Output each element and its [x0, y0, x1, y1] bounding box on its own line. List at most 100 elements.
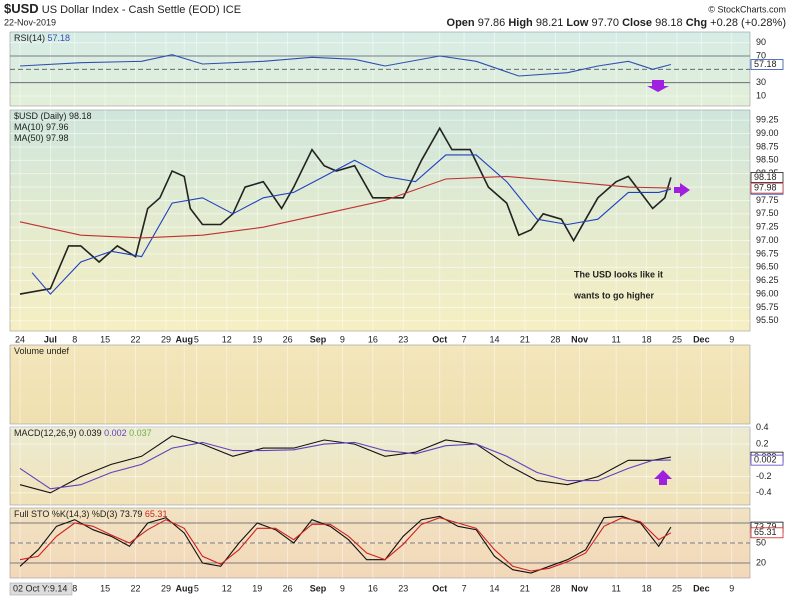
arrow — [654, 470, 672, 485]
x-tick-label: 8 — [72, 583, 77, 593]
y-tick-label: 30 — [756, 77, 766, 87]
annotation: The USD looks like it — [574, 269, 663, 279]
x-tick-label: 29 — [161, 583, 171, 593]
y-tick-label: 70 — [756, 50, 766, 60]
x-tick-label: 5 — [194, 334, 199, 344]
x-tick-label: 26 — [283, 583, 293, 593]
cursor-label: 02 Oct Y:9.14 — [13, 583, 67, 593]
panel-legend: $USD (Daily) 98.18 — [14, 111, 92, 121]
x-tick-label: Dec — [693, 583, 710, 593]
x-tick-label: 22 — [131, 334, 141, 344]
value-box — [750, 172, 784, 183]
y-tick-label: 96.25 — [756, 275, 779, 285]
quote-label: Open — [447, 17, 475, 29]
panel-legend: MA(10) 97.96 — [14, 122, 69, 132]
legend-name: MA(50) — [14, 133, 44, 143]
x-tick-label: 15 — [100, 334, 110, 344]
quote: Open 97.86 High 98.21 Low 97.70 Close 98… — [447, 17, 786, 29]
panel-legend: Full STO %K(14,3) %D(3) 73.79 65.31 — [14, 509, 167, 519]
x-tick-label: 15 — [100, 583, 110, 593]
series-line — [19, 441, 671, 490]
value-box-label: 65.31 — [754, 527, 777, 537]
panel-legend: MA(50) 97.98 — [14, 133, 69, 143]
legend-value: 98.18 — [69, 111, 92, 121]
y-tick-label: 95.75 — [756, 302, 779, 312]
x-tick-label: 14 — [489, 583, 499, 593]
x-tick-label: 24 — [15, 334, 25, 344]
y-tick-label: 97.75 — [756, 195, 779, 205]
series-line — [19, 54, 672, 77]
value-box-label: 73.79 — [754, 522, 777, 532]
symbol: $USD — [4, 1, 39, 16]
exchange: ICE — [223, 4, 241, 16]
x-tick-label: 11 — [611, 583, 620, 593]
y-tick-label: 98.50 — [756, 155, 779, 165]
x-tick-label: 19 — [252, 334, 262, 344]
y-tick-label: -0.2 — [756, 471, 772, 481]
y-tick-label: 95.50 — [756, 315, 779, 325]
legend-name: MA(10) — [14, 122, 44, 132]
panel-legend: Volume undef — [14, 346, 70, 356]
legend-title: Full STO %K(14,3) %D(3) — [14, 509, 117, 519]
series-line — [31, 154, 672, 295]
value-box-label: 97.98 — [754, 183, 777, 193]
instrument-name: US Dollar Index - Cash Settle (EOD) — [42, 4, 220, 16]
value-box-label: 0.002 — [754, 455, 777, 465]
y-tick-label: 50 — [756, 537, 766, 547]
series-line — [19, 517, 672, 572]
series-line — [19, 515, 672, 574]
x-tick-label: Sep — [310, 583, 327, 593]
x-tick-label: 12 — [222, 583, 232, 593]
series-line — [19, 435, 671, 494]
quote-label: Low — [566, 17, 588, 29]
x-tick-label: 23 — [398, 334, 408, 344]
y-tick-label: 20 — [756, 557, 766, 567]
quote-value: 97.86 — [478, 17, 506, 29]
arrow — [647, 80, 669, 92]
x-tick-label: 21 — [520, 583, 530, 593]
x-tick-label: 26 — [283, 334, 293, 344]
x-tick-label: 29 — [161, 334, 171, 344]
x-tick-label: 9 — [340, 583, 345, 593]
panel-background — [9, 344, 751, 425]
y-tick-label: 10 — [756, 90, 766, 100]
value-box-label: 98.18 — [754, 172, 777, 182]
legend-value: 97.96 — [46, 122, 69, 132]
legend-name: $USD (Daily) — [14, 111, 67, 121]
x-tick-label: Aug — [175, 334, 193, 344]
value-box — [750, 527, 784, 539]
x-tick-label: 25 — [672, 583, 682, 593]
quote-value: 98.18 — [655, 17, 683, 29]
x-tick-label: 19 — [252, 583, 262, 593]
y-tick-label: 90 — [756, 37, 766, 47]
legend-value: 0.002 — [104, 428, 127, 438]
quote-label: Close — [622, 17, 652, 29]
x-tick-label: Aug — [175, 583, 193, 593]
series-line — [19, 175, 671, 239]
x-tick-label: 18 — [642, 583, 652, 593]
x-tick-label: Sep — [310, 334, 327, 344]
quote-label: Chg — [686, 17, 707, 29]
quote-value: 98.21 — [536, 17, 564, 29]
y-tick-label: 97.25 — [756, 222, 779, 232]
x-tick-label: 5 — [194, 583, 199, 593]
x-tick-label: Nov — [571, 583, 588, 593]
y-tick-label: 96.50 — [756, 262, 779, 272]
y-tick-label: 96.75 — [756, 248, 779, 258]
legend-value: 65.31 — [145, 509, 168, 519]
panel-background — [9, 426, 751, 506]
y-tick-label: 98.75 — [756, 141, 779, 151]
x-tick-label: 28 — [550, 334, 560, 344]
value-box-label: 57.18 — [754, 59, 777, 69]
cursor-box — [9, 582, 73, 596]
x-tick-label: 7 — [462, 583, 467, 593]
quote-value: 97.70 — [591, 17, 619, 29]
annotation: wants to go higher — [573, 290, 654, 300]
x-tick-label: 18 — [642, 334, 652, 344]
legend-value: 97.98 — [46, 133, 69, 143]
x-tick-label: 14 — [489, 334, 499, 344]
x-tick-label: 9 — [729, 583, 734, 593]
y-tick-label: -0.4 — [756, 487, 772, 497]
x-tick-label: Dec — [693, 334, 710, 344]
x-tick-label: Oct — [432, 334, 447, 344]
